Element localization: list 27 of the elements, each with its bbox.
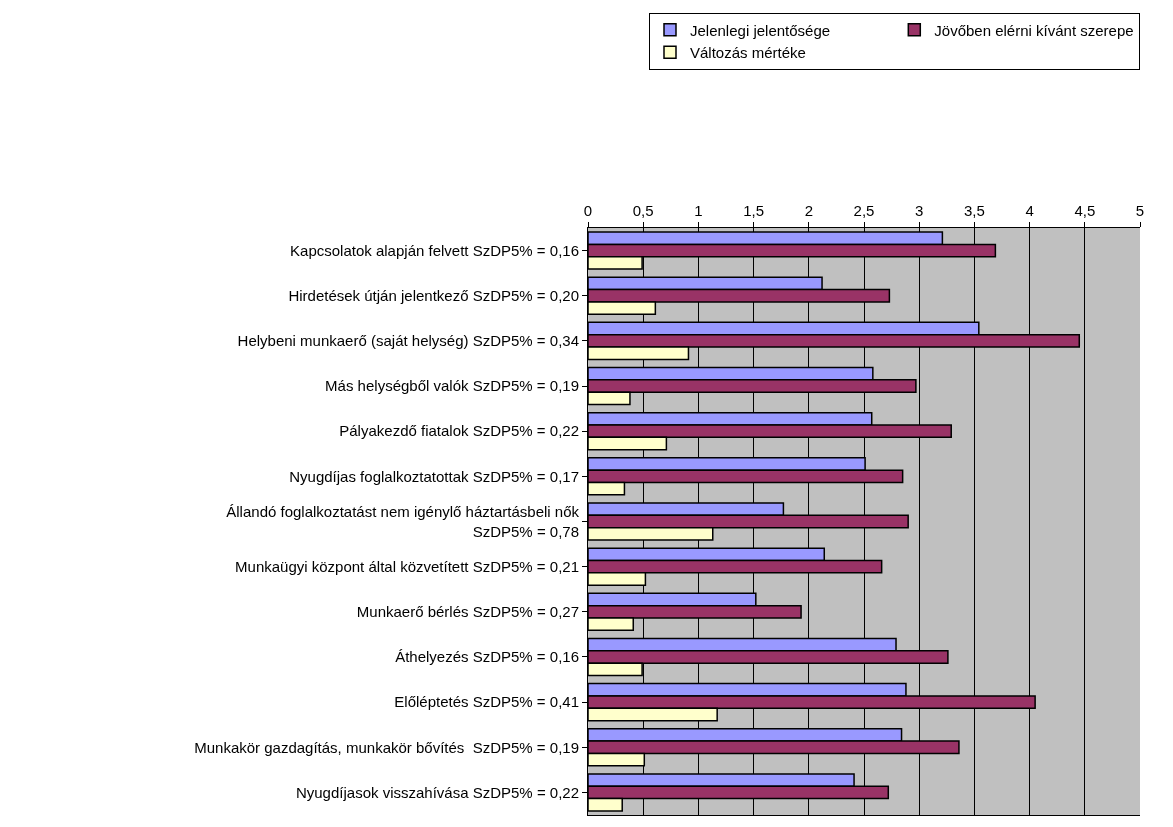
y-tick-label: Munkaügyi központ által közvetített SzDP5% = 0,21	[235, 557, 579, 575]
y-tick-label: Hirdetések útján jelentkező SzDP5% = 0,20	[288, 286, 579, 304]
legend-label: Változás mértéke	[690, 44, 806, 62]
x-tick-label: 1	[694, 202, 703, 219]
y-tick-label: Munkaerő bérlés SzDP5% = 0,27	[356, 603, 579, 621]
y-tick-label: Áthelyezés SzDP5% = 0,16	[395, 648, 579, 666]
y-tick-label: Pályakezdő fiatalok SzDP5% = 0,22	[339, 422, 579, 440]
y-tick-label: Más helységből valók SzDP5% = 0,19	[325, 377, 579, 395]
x-tick-label: 1,5	[743, 202, 765, 219]
legend-label: Jövőben elérni kívánt szerepe	[934, 21, 1134, 39]
y-tick-label: Helybeni munkaerő (saját helység) SzDP5% = 0,34	[237, 332, 579, 350]
y-tick-label: Kapcsolatok alapján felvett SzDP5% = 0,16	[290, 241, 579, 259]
x-tick-label: 4	[1025, 202, 1034, 219]
x-tick-label: 5	[1135, 202, 1145, 219]
y-tick-label: Előléptetés SzDP5% = 0,41	[394, 693, 579, 711]
y-tick-label: Állandó foglalkoztatást nem igénylő háztartásbeli nők SzDP5% = 0,78	[226, 503, 580, 540]
x-tick-label: 0	[583, 202, 593, 219]
x-tick-label: 4,5	[1074, 202, 1096, 219]
x-tick-label: 3	[915, 202, 924, 219]
x-tick-label: 0,5	[632, 202, 654, 219]
x-tick-label: 2,5	[853, 202, 875, 219]
x-tick-label: 3,5	[963, 202, 985, 219]
y-tick-label: Nyugdíjasok visszahívása SzDP5% = 0,22	[295, 783, 579, 801]
y-tick-label: Nyugdíjas foglalkoztatottak SzDP5% = 0,17	[289, 467, 579, 485]
legend-label: Jelenlegi jelentősége	[690, 21, 831, 39]
y-tick-label: Munkakör gazdagítás, munkakör bővítés SzDP5% = 0,19	[194, 738, 579, 756]
x-tick-label: 2	[804, 202, 813, 219]
